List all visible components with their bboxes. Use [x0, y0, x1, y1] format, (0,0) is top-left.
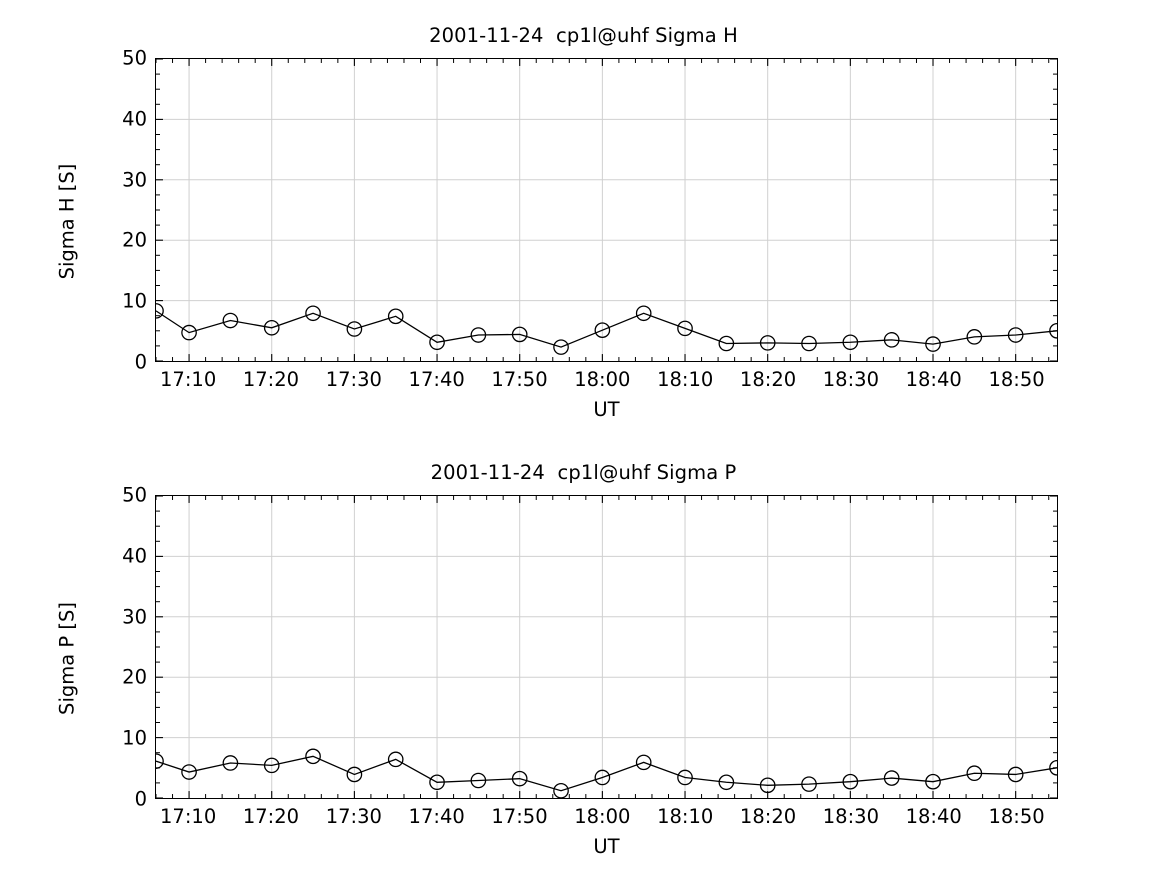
y-tick-label: 50 [122, 46, 147, 70]
x-tick-label: 17:10 [160, 805, 217, 828]
y-tick-label: 20 [122, 665, 147, 689]
series-line [156, 755, 1057, 792]
x-tick-label: 18:10 [657, 368, 714, 391]
y-tick-label: 10 [122, 726, 147, 750]
data-point-marker [677, 769, 693, 786]
y-axis-label-sigma-h: Sigma H [S] [55, 163, 79, 280]
data-point-marker [801, 776, 817, 792]
x-axis-label-sigma-h: UT [593, 398, 620, 421]
chart-panel-sigma-h: 2001-11-24 cp1l@uhf Sigma H Sigma H [S] … [0, 0, 1167, 437]
x-tick-label: 17:30 [325, 368, 382, 391]
plot-inner-sigma-p [156, 496, 1057, 798]
x-tick-label: 18:20 [739, 805, 797, 828]
data-point-marker [346, 766, 363, 783]
x-axis-ticklabels-sigma-h: 17:10 17:20 17:30 17:40 17:50 18:00 18:10 18:20… [155, 368, 1058, 394]
x-tick-label: 17:50 [491, 805, 548, 828]
series-line [156, 310, 1057, 348]
data-point-marker [429, 774, 445, 791]
chart-title-sigma-p: 2001-11-24 cp1l@uhf Sigma P [430, 461, 737, 484]
data-point-marker [677, 320, 693, 337]
data-point-marker [387, 308, 404, 325]
data-point-marker [305, 305, 321, 322]
y-tick-label: 10 [122, 289, 147, 313]
x-tick-label: 18:40 [905, 368, 962, 391]
x-tick-label: 18:50 [988, 805, 1045, 828]
y-tick-label: 50 [122, 483, 147, 507]
y-axis-label-sigma-p: Sigma P [S] [55, 602, 79, 715]
x-tick-label: 17:40 [408, 368, 465, 391]
x-tick-label: 18:30 [822, 805, 879, 828]
plot-area-sigma-p [155, 495, 1058, 799]
data-point-marker [156, 753, 164, 769]
data-point-marker [594, 322, 611, 338]
x-tick-label: 18:20 [739, 368, 797, 391]
data-point-marker [966, 329, 983, 345]
data-point-marker [925, 336, 941, 352]
data-point-marker [470, 327, 487, 343]
y-axis-ticklabels-sigma-h: 0 10 20 30 40 50 [95, 47, 147, 374]
data-point-marker [883, 770, 900, 786]
data-point-marker [222, 755, 239, 771]
y-tick-label: 30 [122, 168, 147, 192]
data-point-marker [346, 321, 363, 337]
x-tick-label: 17:20 [242, 368, 300, 391]
x-tick-label: 18:50 [988, 368, 1045, 391]
data-point-marker [1007, 327, 1024, 343]
data-point-marker [222, 312, 239, 329]
y-tick-label: 0 [134, 350, 147, 374]
data-point-marker [511, 326, 528, 343]
data-point-marker [759, 777, 776, 794]
data-point-marker [181, 764, 197, 780]
data-point-marker [1007, 766, 1024, 783]
data-point-marker [511, 770, 528, 787]
data-point-marker [801, 335, 817, 352]
data-point-marker [883, 332, 900, 348]
x-tick-label: 17:10 [160, 368, 217, 391]
y-tick-label: 20 [122, 228, 147, 252]
data-point-marker [718, 774, 735, 791]
y-tick-label: 40 [122, 107, 147, 131]
x-axis-ticklabels-sigma-p: 17:10 17:20 17:30 17:40 17:50 18:00 18:10 18:20… [155, 805, 1058, 831]
y-tick-label: 30 [122, 605, 147, 629]
data-point-marker [594, 769, 611, 786]
data-point-marker [263, 319, 280, 336]
x-tick-label: 17:20 [242, 805, 300, 828]
data-point-marker [156, 303, 164, 319]
x-tick-label: 17:50 [491, 368, 548, 391]
data-point-marker [429, 334, 445, 351]
y-tick-label: 40 [122, 544, 147, 568]
plot-inner-sigma-h [156, 59, 1057, 361]
data-point-marker [181, 324, 197, 341]
plot-canvas-sigma-p [156, 496, 1057, 798]
x-tick-label: 18:00 [574, 368, 631, 391]
data-point-marker [387, 751, 404, 768]
y-axis-ticklabels-sigma-p: 0 10 20 30 40 50 [95, 484, 147, 811]
data-point-marker [635, 754, 652, 771]
data-point-marker [842, 773, 859, 790]
data-point-marker [966, 765, 983, 782]
data-point-marker [305, 748, 321, 765]
data-point-marker [842, 334, 859, 351]
data-point-marker [718, 335, 735, 352]
chart-title-sigma-h: 2001-11-24 cp1l@uhf Sigma H [429, 24, 738, 47]
data-point-marker [470, 772, 487, 789]
data-point-marker [635, 305, 652, 322]
data-point-marker [925, 773, 941, 790]
data-point-marker [759, 335, 776, 351]
x-tick-label: 18:00 [574, 805, 631, 828]
x-tick-label: 18:10 [657, 805, 714, 828]
x-axis-label-sigma-p: UT [593, 835, 620, 858]
data-point-marker [263, 757, 280, 774]
x-tick-label: 17:40 [408, 805, 465, 828]
x-tick-label: 18:30 [822, 368, 879, 391]
x-tick-label: 18:40 [905, 805, 962, 828]
data-point-marker [553, 339, 569, 355]
chart-panel-sigma-p: 2001-11-24 cp1l@uhf Sigma P Sigma P [S] … [0, 437, 1167, 874]
data-point-marker [553, 782, 569, 798]
plot-canvas-sigma-h [156, 59, 1057, 361]
x-tick-label: 17:30 [325, 805, 382, 828]
plot-area-sigma-h [155, 58, 1058, 362]
y-tick-label: 0 [134, 787, 147, 811]
